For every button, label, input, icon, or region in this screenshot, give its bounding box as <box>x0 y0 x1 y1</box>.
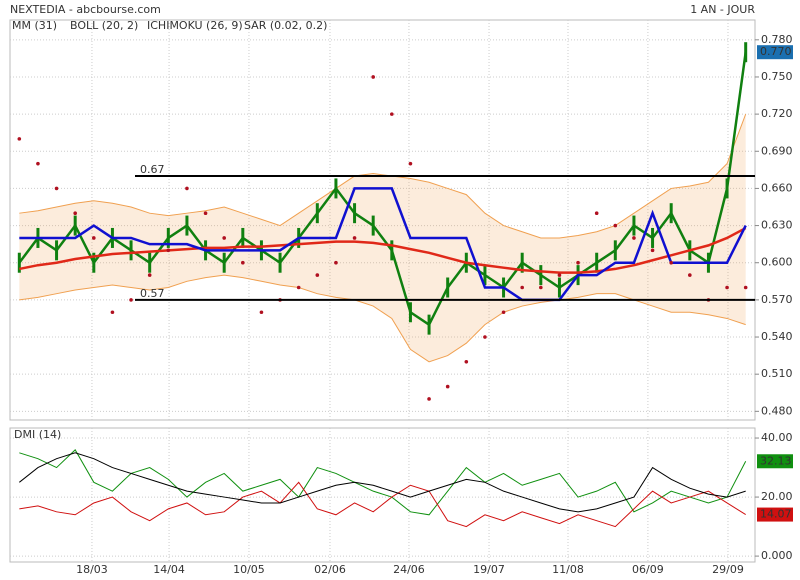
x-tick-label: 02/06 <box>314 563 346 576</box>
source: NEXTEDIA - abcbourse.com <box>10 3 161 16</box>
sar-dot <box>203 211 208 215</box>
sar-dot <box>296 285 301 290</box>
y-tick-label: 0.630 <box>761 219 793 232</box>
indicator-line <box>19 226 747 274</box>
end-label: 14.07 <box>760 508 792 521</box>
last-price-label: 0.770 <box>760 45 792 58</box>
plot-area <box>9 19 756 421</box>
sar-dot <box>613 223 618 228</box>
sar-dot <box>669 260 673 265</box>
sar-dot <box>464 359 469 364</box>
level-label: 0.57 <box>140 287 165 300</box>
y-tick-label: 0.690 <box>761 144 793 157</box>
sar-dot <box>576 260 580 265</box>
x-tick-label: 18/03 <box>76 563 108 576</box>
y-tick-label: 0.660 <box>761 181 793 194</box>
y-tick-label: 0.480 <box>761 404 793 417</box>
dmi-line <box>19 481 746 528</box>
sar-dot <box>166 248 171 253</box>
level-label: 0.67 <box>140 163 165 176</box>
sar-dot <box>259 310 264 315</box>
panel-title: DMI (14) <box>14 428 61 441</box>
sar-dot <box>743 285 748 290</box>
sar-dot <box>688 273 692 277</box>
y-tick-label: 0.510 <box>761 367 793 380</box>
sar-dot <box>520 285 524 290</box>
sar-dot <box>632 236 636 240</box>
sar-dot <box>185 186 189 191</box>
sar-dot <box>315 273 320 277</box>
y-tick-label: 0.000 <box>761 549 793 562</box>
sar-dot <box>352 236 357 240</box>
legend-entry: MM (31) <box>12 19 57 32</box>
sar-dot <box>594 211 599 215</box>
end-label-box <box>757 454 793 469</box>
sar-dot <box>427 397 431 401</box>
sar-dot <box>539 285 543 290</box>
x-tick-label: 24/06 <box>393 563 425 576</box>
y-tick-label: 40.00 <box>761 431 793 444</box>
sar-dot <box>241 260 245 265</box>
end-label: 32.13 <box>760 454 792 467</box>
sar-dot <box>73 211 77 215</box>
sar-dot <box>650 248 655 253</box>
sar-dot <box>557 273 562 277</box>
sar-dot <box>334 260 338 265</box>
y-tick-label: 0.720 <box>761 107 793 120</box>
sar-dot <box>390 112 394 116</box>
y-tick-label: 0.780 <box>761 33 793 46</box>
y-tick-label: 0.540 <box>761 330 793 343</box>
x-tick-label: 14/04 <box>153 563 185 576</box>
y-tick-label: 0.750 <box>761 70 793 83</box>
legend-entry: SAR (0.02, 0.2) <box>244 19 327 32</box>
period: 1 AN - JOUR <box>690 3 755 16</box>
sar-dot <box>92 236 96 240</box>
last-price-box <box>757 45 793 60</box>
boll-upper <box>19 113 747 239</box>
legend-entry: BOLL (20, 2) <box>70 19 138 32</box>
sar-dot <box>371 75 375 79</box>
sar-dot <box>54 186 59 191</box>
price-line <box>18 52 747 327</box>
sar-dot <box>147 273 152 277</box>
end-label-box <box>757 507 793 522</box>
dmi-line <box>19 452 746 513</box>
x-tick-label: 29/09 <box>712 563 744 576</box>
y-tick-label: 0.600 <box>761 256 793 269</box>
legend-entry: ICHIMOKU (26, 9) <box>147 19 243 32</box>
x-tick-label: 11/08 <box>552 563 584 576</box>
x-tick-label: 06/09 <box>632 563 664 576</box>
indicator-line <box>19 187 747 302</box>
sar-dot <box>222 236 226 240</box>
x-tick-label: 10/05 <box>233 563 265 576</box>
sar-dot <box>501 310 506 315</box>
sar-dot <box>110 310 115 315</box>
sar-dot <box>17 137 22 141</box>
sar-dot <box>36 161 40 166</box>
y-tick-label: 20.00 <box>761 490 793 503</box>
plot-area <box>9 427 756 563</box>
sar-dot <box>408 161 413 166</box>
sar-dot <box>445 384 450 389</box>
x-tick-label: 19/07 <box>473 563 505 576</box>
boll-lower <box>19 274 746 363</box>
sar-dot <box>129 298 133 302</box>
sar-dot <box>725 285 729 290</box>
y-tick-label: 0.570 <box>761 293 793 306</box>
sar-dot <box>483 335 487 339</box>
dmi-line <box>19 449 747 516</box>
